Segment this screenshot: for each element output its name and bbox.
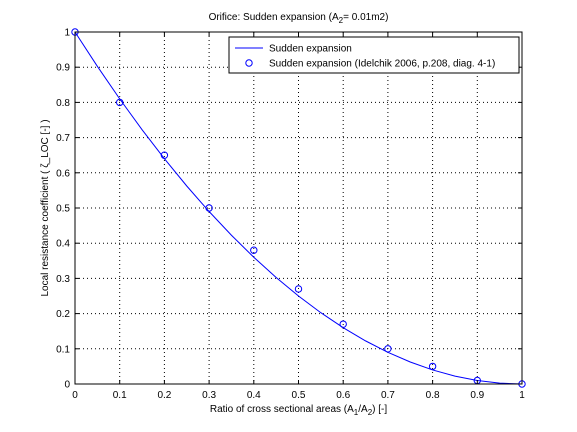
data-point-idelchik [428,362,437,371]
y-tick-label: 0 [64,380,70,391]
y-tick-label: 0.8 [56,98,70,109]
x-tick-label: 0.1 [113,390,127,401]
x-tick-label: 0.3 [202,390,216,401]
y-tick-label: 0.6 [56,168,70,179]
y-tick-label: 1 [64,28,70,39]
x-tick-label: 0.8 [426,390,440,401]
title-prefix: Orifice: Sudden expansion (A [209,12,339,23]
title-suffix: = 0.01m2) [343,12,388,23]
y-tick-label: 0.7 [56,133,70,144]
x-tick-label: 1 [519,390,525,401]
x-tick-label: 0.2 [157,390,171,401]
legend-marker-sample [245,59,253,67]
x-tick-label: 0.6 [336,390,350,401]
chart-title: Orifice: Sudden expansion (A2= 0.01m2) [209,12,389,25]
xlabel-mid: /A [358,404,368,415]
x-tick-label: 0.7 [381,390,395,401]
y-tick-label: 0.3 [56,274,70,285]
legend-label-markers: Sudden expansion (Idelchik 2006, p.208, … [269,59,495,70]
y-tick-label: 0.2 [56,309,70,320]
ticks [74,31,523,385]
data-point-idelchik [294,285,303,293]
x-tick-label: 0 [72,390,78,401]
x-tick-label: 0.9 [470,390,484,401]
data-point-idelchik [116,98,124,107]
tick-labels: 0 0.1 0.2 0.3 0.4 0.5 0.6 0.7 0.8 0.9 1 0 0.1 0.2 0.3 0… [56,28,525,402]
series-line-sudden-expansion [74,31,523,385]
data-point-idelchik [339,320,347,328]
y-axis-label: Local resistance coefficient ( ζ_LOC [-]… [40,119,51,296]
xlabel-suffix: ) [-] [372,404,387,415]
data-point-idelchik [160,151,169,159]
y-tick-label: 0.9 [56,63,70,74]
data-point-idelchik [384,345,392,353]
y-tick-label: 0.4 [56,239,70,250]
x-tick-label: 0.4 [247,390,261,401]
y-tick-label: 0.5 [56,204,70,215]
title-subscript: 2 [339,16,344,25]
xlabel-subscript-1: 1 [354,408,359,417]
y-tick-label: 0.1 [56,344,70,355]
data-point-idelchik [205,204,213,212]
legend: Sudden expansion Sudden expansion (Idelc… [228,36,520,74]
legend-label-line: Sudden expansion [269,44,352,55]
legend-box [228,36,520,74]
xlabel-subscript-2: 2 [368,408,373,417]
x-tick-label: 0.5 [292,390,306,401]
x-axis-label: Ratio of cross sectional areas (A1/A2) [… [210,404,388,417]
xlabel-prefix: Ratio of cross sectional areas (A [210,404,354,415]
data-point-idelchik [250,246,258,254]
